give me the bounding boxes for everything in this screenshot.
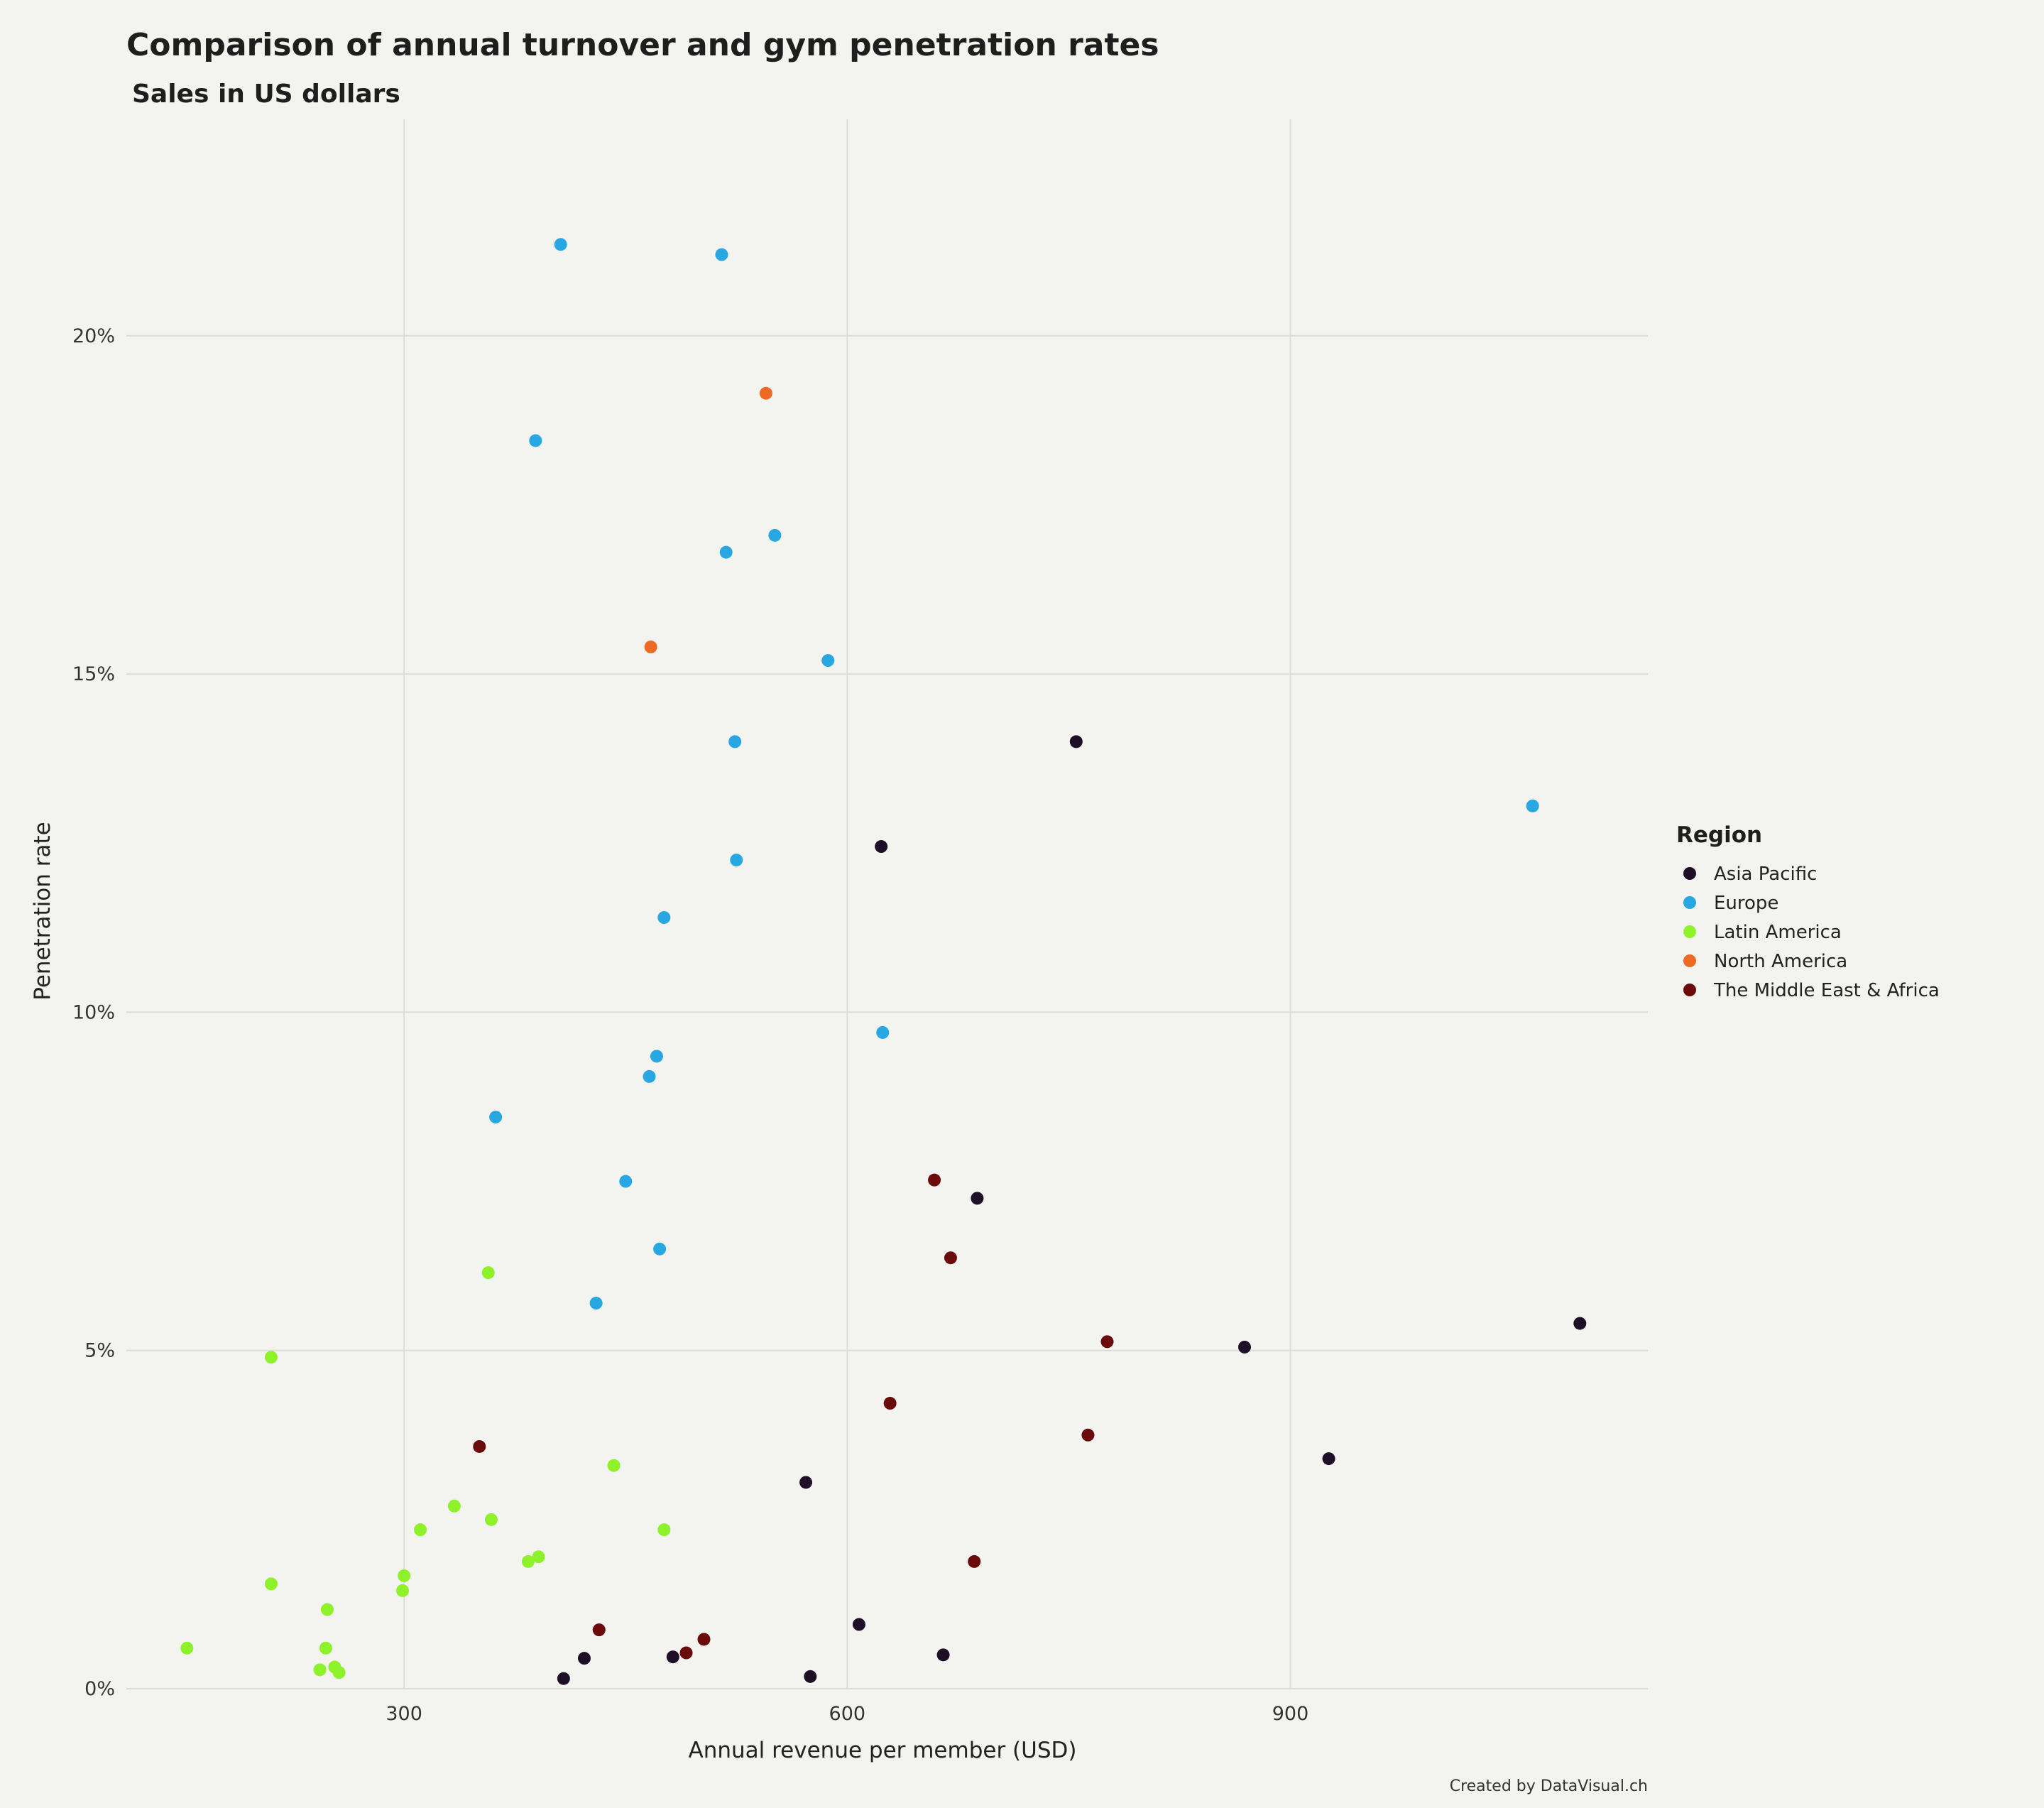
series-2 <box>180 1266 671 1679</box>
data-point <box>657 911 671 925</box>
data-point <box>821 654 835 668</box>
data-point <box>532 1550 545 1564</box>
data-point <box>928 1173 941 1187</box>
data-points <box>180 238 1587 1685</box>
legend-item: Asia Pacific <box>1683 864 1817 885</box>
legend-marker <box>1683 925 1696 938</box>
data-point <box>1573 1317 1587 1330</box>
data-point <box>679 1646 693 1660</box>
data-point <box>589 1297 603 1310</box>
data-point <box>619 1175 633 1188</box>
data-point <box>697 1633 711 1646</box>
data-point <box>521 1554 535 1568</box>
data-point <box>936 1648 950 1662</box>
data-point <box>1238 1340 1252 1354</box>
data-point <box>650 1050 663 1063</box>
grid-lines <box>126 119 1648 1689</box>
data-point <box>968 1554 981 1568</box>
data-point <box>666 1650 679 1664</box>
data-point <box>414 1523 427 1537</box>
legend-label: Europe <box>1714 893 1778 914</box>
data-point <box>1100 1335 1114 1349</box>
data-point <box>1081 1428 1095 1442</box>
data-point <box>473 1439 486 1453</box>
legend-item: North America <box>1683 951 1847 972</box>
data-point <box>554 238 567 251</box>
data-point <box>644 641 657 654</box>
data-point <box>804 1670 817 1683</box>
data-point <box>484 1513 498 1526</box>
data-point <box>592 1623 606 1637</box>
data-point <box>715 248 728 261</box>
data-point <box>332 1666 346 1679</box>
legend-marker <box>1683 896 1696 909</box>
data-point <box>396 1584 410 1597</box>
data-point <box>875 840 888 854</box>
legend-item: Europe <box>1683 893 1778 914</box>
legend-marker <box>1683 984 1696 996</box>
series-4 <box>473 1173 1114 1660</box>
data-point <box>883 1397 897 1410</box>
data-point <box>264 1577 278 1591</box>
data-point <box>577 1652 591 1665</box>
data-point <box>607 1459 621 1472</box>
data-point <box>653 1242 667 1256</box>
data-point <box>971 1192 984 1205</box>
data-point <box>398 1569 411 1582</box>
chart-subtitle: Sales in US dollars <box>132 80 400 109</box>
data-point <box>1069 735 1083 748</box>
data-point <box>852 1618 865 1631</box>
data-point <box>730 854 743 867</box>
data-point <box>1526 799 1539 812</box>
data-point <box>799 1476 813 1489</box>
data-point <box>657 1523 671 1537</box>
x-tick-label: 600 <box>829 1703 866 1725</box>
data-point <box>728 735 742 748</box>
legend-label: North America <box>1714 951 1847 972</box>
data-point <box>944 1251 957 1265</box>
data-point <box>719 545 733 559</box>
legend-marker <box>1683 954 1696 967</box>
data-point <box>319 1641 332 1655</box>
series-0 <box>557 735 1587 1685</box>
legend-item: The Middle East & Africa <box>1683 980 1940 1001</box>
data-point <box>313 1663 327 1677</box>
data-point <box>180 1641 194 1655</box>
data-point <box>447 1499 461 1513</box>
legend-items: Asia Pacific Europe Latin America North Ame… <box>1683 864 1940 1001</box>
legend-label: The Middle East & Africa <box>1713 980 1940 1001</box>
legend: Region Asia Pacific Europe Latin America No… <box>1676 822 1940 1001</box>
x-tick-label: 900 <box>1272 1703 1309 1725</box>
axis-ticks: 300 600 900 0% 5% 10% 15% 20% <box>72 325 1308 1725</box>
data-point <box>1322 1452 1335 1466</box>
data-point <box>489 1111 503 1124</box>
data-point <box>759 386 772 400</box>
data-point <box>264 1351 278 1364</box>
series-3 <box>644 386 772 654</box>
series-1 <box>489 238 1539 1310</box>
data-point <box>320 1603 334 1616</box>
legend-label: Latin America <box>1714 922 1842 943</box>
chart-title: Comparison of annual turnover and gym pe… <box>126 27 1159 63</box>
y-axis-title: Penetration rate <box>30 822 55 1000</box>
data-point <box>643 1069 656 1083</box>
data-point <box>876 1025 890 1039</box>
legend-title: Region <box>1676 822 1762 848</box>
y-tick-label: 5% <box>84 1340 115 1362</box>
legend-item: Latin America <box>1683 922 1842 943</box>
y-tick-label: 0% <box>84 1678 115 1700</box>
y-tick-label: 15% <box>72 663 115 685</box>
data-point <box>768 528 782 542</box>
y-tick-label: 10% <box>72 1001 115 1023</box>
data-point <box>481 1266 495 1280</box>
data-point <box>529 434 542 447</box>
y-tick-label: 20% <box>72 325 115 347</box>
chart-caption: Created by DataVisual.ch <box>1450 1777 1648 1795</box>
x-tick-label: 300 <box>386 1703 422 1725</box>
legend-marker <box>1683 867 1696 880</box>
data-point <box>557 1672 570 1685</box>
x-axis-title: Annual revenue per member (USD) <box>689 1738 1077 1763</box>
legend-label: Asia Pacific <box>1714 864 1817 885</box>
